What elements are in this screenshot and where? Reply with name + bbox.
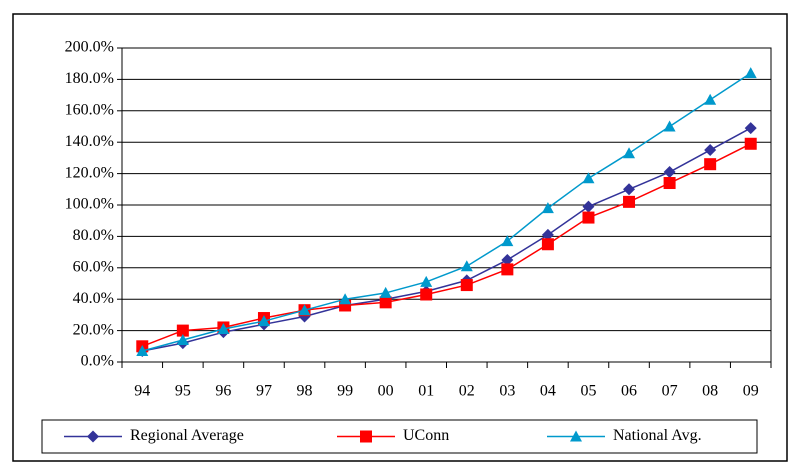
x-tick-label: 94	[134, 383, 150, 400]
marker	[582, 200, 595, 213]
marker	[176, 324, 189, 337]
x-tick-label: 03	[499, 383, 515, 400]
marker	[87, 430, 99, 443]
marker	[623, 147, 636, 159]
marker	[663, 166, 676, 179]
x-tick-label: 02	[459, 383, 475, 400]
marker	[176, 334, 189, 346]
marker	[623, 195, 636, 208]
marker	[663, 177, 676, 190]
y-tick-label: 180.0%	[65, 70, 114, 87]
series-line	[142, 127, 752, 352]
x-tick-label: 09	[743, 383, 759, 400]
marker	[420, 275, 433, 287]
x-tick-label: 01	[418, 383, 434, 400]
legend-box	[41, 419, 758, 454]
marker	[298, 304, 311, 316]
marker	[704, 144, 717, 157]
x-tick-label: 99	[337, 383, 353, 400]
y-tick-label: 160.0%	[65, 101, 114, 118]
x-tick-label: 05	[580, 383, 596, 400]
x-tick-label: 04	[540, 383, 556, 400]
y-tick-label: 60.0%	[73, 258, 114, 275]
x-tick-label: 98	[297, 383, 313, 400]
y-tick-label: 140.0%	[65, 133, 114, 150]
y-tick-label: 0.0%	[81, 353, 114, 370]
marker	[541, 202, 554, 214]
marker	[257, 315, 270, 327]
x-tick-label: 08	[702, 383, 718, 400]
x-tick-label: 00	[378, 383, 394, 400]
y-tick-label: 20.0%	[73, 321, 114, 338]
x-tick-label: 07	[662, 383, 678, 400]
marker	[704, 93, 717, 105]
legend-label: UConn	[403, 427, 449, 444]
marker	[136, 345, 149, 357]
legend-label: Regional Average	[130, 427, 244, 444]
marker	[501, 235, 514, 247]
y-tick-label: 80.0%	[73, 227, 114, 244]
series-line	[142, 143, 752, 347]
marker	[744, 67, 757, 79]
marker	[744, 122, 757, 135]
x-tick-label: 06	[621, 383, 637, 400]
y-tick-label: 100.0%	[65, 196, 114, 213]
marker	[460, 279, 473, 292]
marker	[744, 137, 757, 150]
marker	[541, 228, 554, 241]
legend-label: National Avg.	[613, 427, 702, 444]
x-tick-label: 95	[175, 383, 191, 400]
marker	[420, 288, 433, 301]
marker	[339, 293, 352, 305]
marker	[460, 260, 473, 272]
marker	[501, 253, 514, 266]
marker	[379, 296, 392, 309]
marker	[570, 430, 582, 442]
marker	[501, 263, 514, 276]
marker	[360, 430, 372, 443]
x-tick-label: 97	[256, 383, 272, 400]
marker	[379, 286, 392, 298]
series-line	[142, 72, 752, 352]
y-tick-label: 40.0%	[73, 290, 114, 307]
marker	[623, 183, 636, 196]
y-tick-label: 200.0%	[65, 39, 114, 56]
marker	[582, 172, 595, 184]
marker	[582, 211, 595, 224]
marker	[217, 323, 230, 335]
marker	[541, 238, 554, 251]
x-tick-label: 96	[215, 383, 231, 400]
marker	[704, 158, 717, 171]
marker	[663, 120, 676, 132]
chart-border	[12, 13, 788, 462]
y-tick-label: 120.0%	[65, 164, 114, 181]
